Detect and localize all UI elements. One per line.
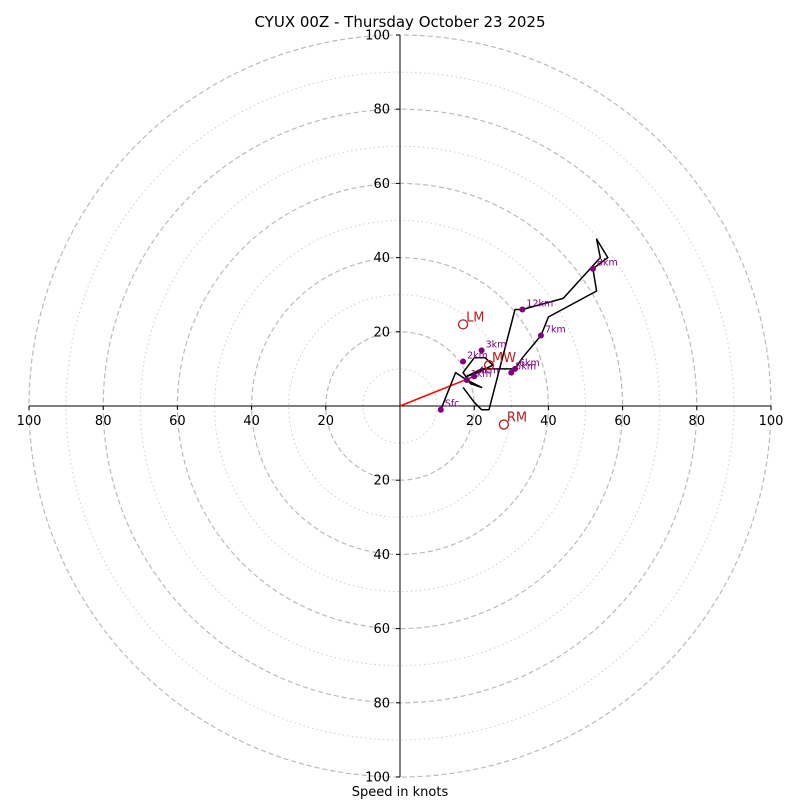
height-marker-dot: [460, 358, 467, 365]
x-tick-label: 100: [759, 414, 784, 429]
height-marker-dot: [471, 373, 478, 380]
storm-motion-marker: [457, 319, 469, 330]
y-tick-label: 40: [373, 548, 390, 563]
height-marker-dot: [508, 369, 515, 376]
height-marker-dot: [537, 332, 544, 339]
axis-ticks: 100 80 60 40 20 20 40 60 80 100 100 80 60 40 20 20 40 60 8…: [17, 29, 784, 786]
y-tick-label: 60: [373, 177, 390, 192]
height-marker-label: 3km: [486, 339, 507, 350]
height-marker-label: 1km: [471, 369, 492, 380]
chart-title: CYUX 00Z - Thursday October 23 2025: [254, 13, 545, 31]
x-tick-label: 40: [540, 414, 557, 429]
storm-motion-label: LM: [466, 310, 484, 325]
y-tick-label: 20: [373, 325, 390, 340]
height-marker-label: 6km: [519, 358, 540, 369]
height-marker-dot: [512, 365, 519, 372]
x-tick-label: 20: [466, 414, 483, 429]
x-tick-label: 60: [614, 414, 631, 429]
storm-motion-marker: [483, 360, 495, 371]
y-tick-label: 100: [365, 771, 390, 786]
storm-motion-label: RM: [507, 411, 527, 426]
height-marker-label: 5km: [515, 362, 536, 373]
y-tick-label: 80: [373, 103, 390, 118]
shear-vector: [399, 375, 475, 407]
height-marker-dot: [589, 265, 596, 272]
storm-motion-label: MW: [492, 351, 516, 366]
x-tick-label: 100: [17, 414, 42, 429]
x-tick-label: 40: [243, 414, 260, 429]
y-tick-label: 100: [365, 29, 390, 44]
height-marker-label: 4km: [478, 365, 499, 376]
storm-motion-marker: [498, 419, 510, 430]
x-tick-label: 80: [95, 414, 112, 429]
x-tick-label: 20: [318, 414, 335, 429]
y-tick-label: 20: [373, 474, 390, 489]
x-tick-label: 80: [689, 414, 706, 429]
height-marker-label: 12km: [526, 299, 553, 310]
height-marker-dot: [463, 377, 470, 384]
height-marker-label: 7km: [545, 325, 566, 336]
height-marker-dot: [519, 306, 526, 313]
height-marker-dot: [437, 406, 444, 413]
x-axis-label: Speed in knots: [352, 785, 449, 800]
storm-motion-markers: LM RM MW: [457, 310, 527, 430]
y-tick-label: 60: [373, 622, 390, 637]
shear-line: [399, 375, 475, 407]
height-marker-label: 2km: [467, 350, 488, 361]
height-marker-label: Sfc: [445, 399, 460, 410]
y-tick-label: 80: [373, 696, 390, 711]
height-marker-label: 8km: [597, 258, 618, 269]
y-tick-label: 40: [373, 251, 390, 266]
height-marker-dot: [478, 347, 485, 354]
x-tick-label: 60: [169, 414, 186, 429]
